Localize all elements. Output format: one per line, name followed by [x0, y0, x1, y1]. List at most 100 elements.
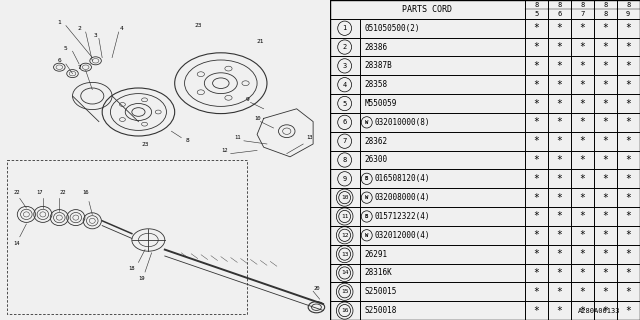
Text: 11: 11 — [234, 135, 241, 140]
Bar — [548, 282, 571, 301]
Text: 051050500(2): 051050500(2) — [364, 24, 420, 33]
Text: *: * — [556, 136, 562, 146]
Text: 16: 16 — [341, 308, 348, 313]
Text: 28386: 28386 — [364, 43, 387, 52]
Text: *: * — [579, 136, 585, 146]
Bar — [617, 245, 640, 264]
Text: 2: 2 — [77, 26, 81, 31]
Bar — [594, 0, 617, 19]
Bar — [594, 226, 617, 245]
Bar — [594, 188, 617, 207]
Bar — [548, 132, 571, 151]
Bar — [548, 188, 571, 207]
Text: 2: 2 — [342, 44, 347, 50]
Bar — [617, 151, 640, 169]
Text: 8: 8 — [603, 11, 607, 17]
Text: W: W — [365, 195, 369, 200]
Text: 12: 12 — [341, 233, 348, 238]
Text: *: * — [533, 249, 540, 259]
Bar — [571, 38, 594, 56]
Bar — [617, 56, 640, 75]
Bar — [525, 226, 548, 245]
Text: *: * — [579, 80, 585, 90]
Text: 28362: 28362 — [364, 137, 387, 146]
Text: *: * — [533, 174, 540, 184]
Bar — [548, 169, 571, 188]
Text: *: * — [602, 136, 608, 146]
Text: *: * — [579, 23, 585, 33]
Text: 28316K: 28316K — [364, 268, 392, 277]
Text: *: * — [625, 136, 631, 146]
Text: *: * — [556, 80, 562, 90]
Text: *: * — [602, 249, 608, 259]
Bar — [548, 226, 571, 245]
Bar — [594, 94, 617, 113]
Text: *: * — [602, 155, 608, 165]
Bar — [330, 94, 360, 113]
Bar — [617, 301, 640, 320]
Text: 015712322(4): 015712322(4) — [374, 212, 430, 221]
Bar — [571, 132, 594, 151]
Text: 6: 6 — [557, 11, 561, 17]
Text: A280A00133: A280A00133 — [579, 308, 621, 314]
Bar — [330, 264, 360, 282]
Bar — [330, 113, 360, 132]
Text: 15: 15 — [341, 289, 348, 294]
Text: *: * — [602, 230, 608, 240]
Bar — [594, 245, 617, 264]
Text: *: * — [579, 117, 585, 127]
Text: 21: 21 — [257, 39, 264, 44]
Bar — [525, 169, 548, 188]
Bar — [330, 0, 525, 19]
Text: *: * — [579, 249, 585, 259]
Bar — [571, 226, 594, 245]
Bar — [617, 113, 640, 132]
Bar — [360, 19, 525, 38]
Text: *: * — [579, 99, 585, 108]
Bar — [360, 169, 525, 188]
Text: *: * — [625, 268, 631, 278]
Text: *: * — [556, 249, 562, 259]
Bar — [548, 113, 571, 132]
Bar — [594, 75, 617, 94]
Text: *: * — [625, 117, 631, 127]
Text: *: * — [625, 212, 631, 221]
Text: 5: 5 — [342, 100, 347, 107]
Bar — [330, 169, 360, 188]
Text: 3: 3 — [93, 33, 97, 38]
Text: 9: 9 — [626, 11, 630, 17]
Text: *: * — [533, 155, 540, 165]
Text: *: * — [625, 23, 631, 33]
Text: *: * — [625, 287, 631, 297]
Bar — [594, 151, 617, 169]
Bar — [525, 56, 548, 75]
Text: 16: 16 — [83, 189, 89, 195]
Bar — [360, 226, 525, 245]
Bar — [360, 56, 525, 75]
Bar — [617, 19, 640, 38]
Text: 8: 8 — [580, 2, 584, 8]
Text: *: * — [602, 23, 608, 33]
Text: 13: 13 — [341, 252, 348, 257]
Text: *: * — [625, 99, 631, 108]
Bar — [360, 75, 525, 94]
Text: 032008000(4): 032008000(4) — [374, 193, 430, 202]
Text: W: W — [365, 120, 369, 125]
Bar — [594, 207, 617, 226]
Text: *: * — [556, 306, 562, 316]
Bar — [571, 94, 594, 113]
Bar — [571, 113, 594, 132]
Bar — [525, 301, 548, 320]
Bar — [571, 282, 594, 301]
Text: 12: 12 — [221, 148, 227, 153]
Text: 11: 11 — [341, 214, 348, 219]
Text: 1: 1 — [58, 20, 61, 25]
Text: 13: 13 — [307, 135, 313, 140]
Text: *: * — [579, 212, 585, 221]
Text: 9: 9 — [245, 97, 249, 102]
Bar — [594, 38, 617, 56]
Bar — [330, 56, 360, 75]
Text: 20: 20 — [313, 285, 319, 291]
Text: *: * — [625, 249, 631, 259]
Text: *: * — [625, 193, 631, 203]
